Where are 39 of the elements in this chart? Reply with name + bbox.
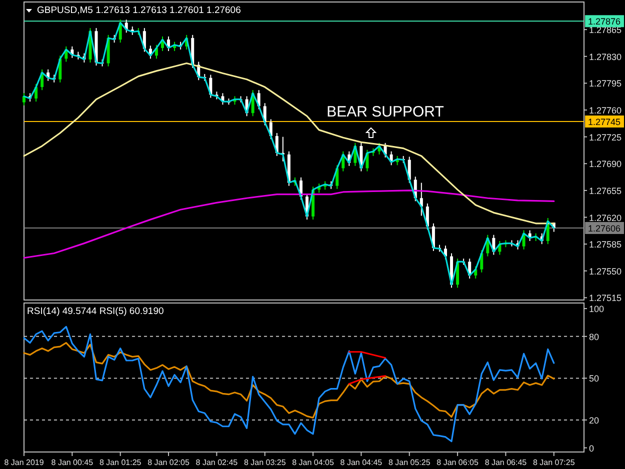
x-tick-label: 8 Jan 05:25	[388, 458, 431, 467]
x-tick-label: 8 Jan 02:05	[148, 458, 190, 467]
y-tick-label: 1.27865	[589, 25, 622, 36]
y-tick-label: 1.27830	[589, 52, 622, 62]
y-tick-label: 1.27655	[589, 186, 622, 196]
ref-line-label: 1.27876	[588, 16, 621, 27]
y-tick-label: 1.27725	[589, 132, 622, 142]
chart-title: RSI(14) 49.5744 RSI(5) 60.9190	[27, 306, 164, 317]
y-tick-label: 1.27620	[589, 212, 622, 223]
x-tick-label: 8 Jan 04:05	[292, 458, 334, 467]
y-tick-label: 1.27690	[589, 159, 622, 170]
line-series	[23, 190, 555, 259]
line-series	[23, 326, 555, 442]
y-tick-label: 20	[589, 415, 600, 426]
ref-line-label: 1.27745	[588, 117, 621, 128]
x-tick-label: 8 Jan 06:45	[484, 458, 528, 467]
x-tick-label: 8 Jan 03:25	[244, 458, 286, 467]
line-series	[23, 342, 555, 419]
line-series	[23, 22, 555, 286]
annotation: BEAR SUPPORT	[326, 104, 444, 121]
y-tick-label: 80	[589, 332, 600, 342]
y-tick-label: 100	[589, 304, 604, 314]
y-tick-label: 50	[589, 374, 600, 384]
x-tick-label: 8 Jan 06:05	[436, 458, 480, 467]
x-tick-label: 8 Jan 00:45	[51, 458, 94, 467]
y-tick-label: 1.27585	[589, 240, 622, 250]
x-tick-label: 8 Jan 01:25	[99, 458, 142, 467]
y-tick-label: 1.27550	[589, 266, 622, 276]
candlestick	[22, 92, 26, 106]
x-tick-label: 8 Jan 2019	[4, 458, 44, 467]
y-tick-label: 1.27515	[589, 293, 622, 304]
y-tick-label: 1.27760	[589, 106, 622, 116]
y-tick-label: 1.27795	[589, 78, 622, 89]
y-tick-label: 0	[589, 443, 594, 454]
x-tick-label: 8 Jan 04:45	[340, 458, 383, 467]
chart-title: GBPUSD,M5 1.27613 1.27613 1.27601 1.27606	[37, 5, 241, 16]
x-tick-label: 8 Jan 07:25	[532, 458, 576, 467]
ref-line-label: 1.27606	[588, 223, 621, 234]
x-tick-label: 8 Jan 02:45	[196, 458, 238, 467]
